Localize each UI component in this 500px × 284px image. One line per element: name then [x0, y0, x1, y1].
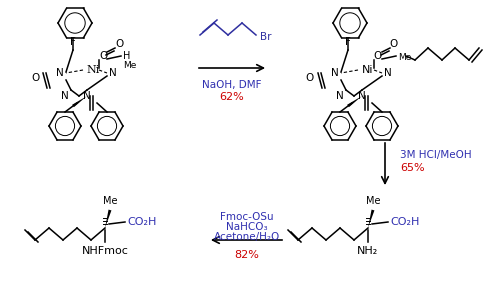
Polygon shape: [347, 96, 362, 107]
Text: Acetone/H₂O: Acetone/H₂O: [214, 232, 280, 242]
Text: Me: Me: [366, 196, 380, 206]
Text: N: N: [331, 68, 339, 78]
Text: O: O: [374, 51, 382, 61]
Text: O: O: [31, 73, 39, 83]
Text: NaHCO₃: NaHCO₃: [226, 222, 268, 232]
Text: O: O: [99, 51, 107, 61]
Text: N: N: [61, 91, 69, 101]
Text: Me: Me: [123, 62, 136, 70]
Text: Me: Me: [398, 53, 411, 62]
Text: Ni: Ni: [362, 65, 374, 75]
Text: NH₂: NH₂: [358, 246, 378, 256]
Text: 65%: 65%: [400, 163, 425, 173]
Text: O: O: [306, 73, 314, 83]
Text: N: N: [109, 68, 117, 78]
Text: Fmoc-OSu: Fmoc-OSu: [220, 212, 274, 222]
Text: Br: Br: [260, 32, 272, 42]
Text: 3M HCl/MeOH: 3M HCl/MeOH: [400, 150, 471, 160]
Text: 62%: 62%: [220, 92, 244, 102]
Text: N: N: [384, 68, 392, 78]
Text: N: N: [336, 91, 344, 101]
Text: Me: Me: [103, 196, 117, 206]
Text: CO₂H: CO₂H: [390, 217, 420, 227]
Text: F: F: [70, 37, 76, 47]
Text: O: O: [115, 39, 123, 49]
Text: CO₂H: CO₂H: [127, 217, 156, 227]
Polygon shape: [105, 210, 112, 228]
Text: NHFmoc: NHFmoc: [82, 246, 128, 256]
Text: Ni: Ni: [86, 65, 100, 75]
Text: F: F: [345, 37, 351, 47]
Text: H: H: [123, 51, 130, 61]
Text: N: N: [83, 91, 91, 101]
Text: N: N: [358, 91, 366, 101]
Text: 82%: 82%: [234, 250, 260, 260]
Text: O: O: [390, 39, 398, 49]
Text: N: N: [56, 68, 64, 78]
Polygon shape: [368, 210, 374, 228]
Text: NaOH, DMF: NaOH, DMF: [202, 80, 262, 90]
Polygon shape: [72, 96, 87, 107]
